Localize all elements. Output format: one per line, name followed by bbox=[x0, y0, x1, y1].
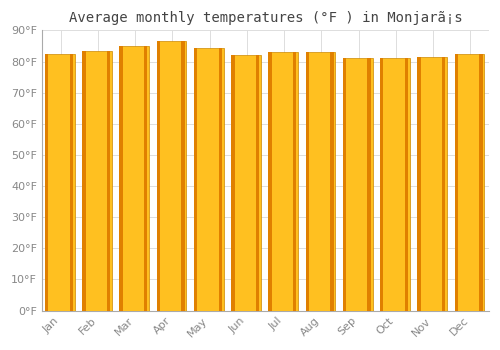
Bar bbox=[308, 52, 336, 310]
Bar bbox=[182, 41, 184, 310]
Bar bbox=[121, 46, 149, 310]
Bar bbox=[45, 54, 48, 310]
Bar bbox=[454, 54, 458, 310]
Bar bbox=[107, 51, 110, 310]
Bar bbox=[404, 58, 408, 310]
Bar bbox=[268, 52, 272, 310]
Bar bbox=[343, 58, 346, 310]
Bar bbox=[231, 55, 234, 310]
Bar bbox=[344, 58, 372, 310]
Bar bbox=[418, 57, 420, 310]
Bar bbox=[270, 52, 298, 310]
Bar bbox=[419, 57, 447, 310]
Bar bbox=[196, 48, 224, 310]
Bar bbox=[82, 51, 86, 310]
Bar bbox=[120, 46, 123, 310]
Bar bbox=[380, 58, 384, 310]
Bar bbox=[306, 52, 309, 310]
Bar bbox=[456, 54, 484, 310]
Bar bbox=[194, 48, 198, 310]
Bar bbox=[46, 54, 74, 310]
Bar bbox=[84, 51, 112, 310]
Bar bbox=[233, 55, 261, 310]
Bar bbox=[144, 46, 148, 310]
Bar bbox=[218, 48, 222, 310]
Title: Average monthly temperatures (°F ) in Monjarã¡s: Average monthly temperatures (°F ) in Mo… bbox=[68, 11, 462, 25]
Bar bbox=[256, 55, 259, 310]
Bar bbox=[368, 58, 371, 310]
Bar bbox=[442, 57, 446, 310]
Bar bbox=[330, 52, 334, 310]
Bar bbox=[70, 54, 73, 310]
Bar bbox=[382, 58, 409, 310]
Bar bbox=[293, 52, 296, 310]
Bar bbox=[158, 41, 186, 310]
Bar bbox=[479, 54, 482, 310]
Bar bbox=[156, 41, 160, 310]
